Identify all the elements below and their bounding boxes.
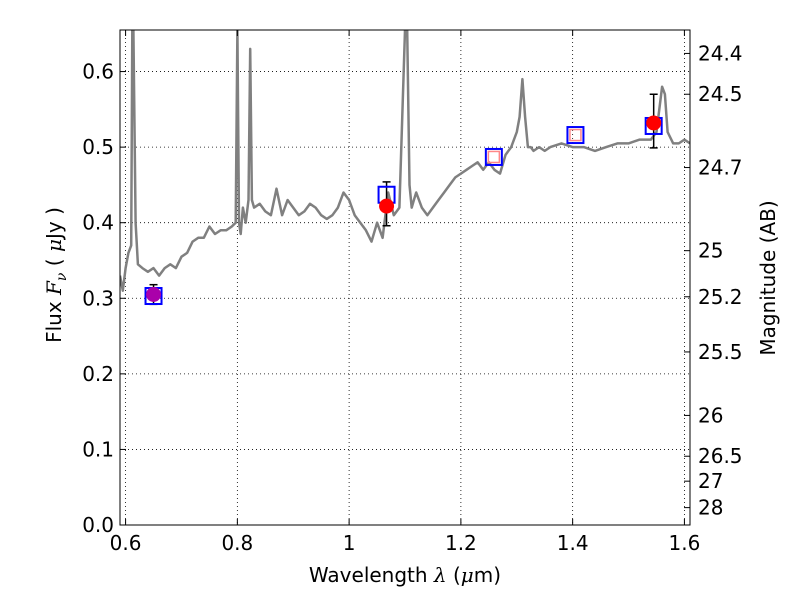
x-axis: 0.6 0.8 1 1.2 1.4 1.6 [110, 30, 701, 555]
y2-tick-label: 25.5 [698, 340, 743, 364]
plot-frame [119, 29, 691, 526]
x-axis-label: Wavelength λ (μm) [309, 563, 501, 587]
data-point-square [566, 126, 585, 145]
series-layer [120, 30, 690, 306]
y2-tick-label: 26 [698, 403, 723, 427]
data-point-circle [146, 287, 162, 303]
y-tick-label: 0.3 [82, 286, 114, 310]
y2-tick-label: 24.4 [698, 41, 743, 65]
x-tick-label: 1.6 [669, 531, 701, 555]
data-point-circle [646, 115, 662, 131]
y2-axis: 24.4 24.5 24.7 25 25.2 25.5 26 26.527 28 [684, 41, 743, 520]
y-axis-label: Flux Fν ( μJy ) [42, 207, 70, 343]
x-tick-label: 0.8 [221, 531, 253, 555]
y2-tick-label: 26.5 [698, 444, 743, 468]
spectrum-line [120, 30, 690, 292]
data-point-square [484, 147, 503, 166]
y2-tick-label: 28 [698, 496, 723, 520]
y-tick-label: 0.2 [82, 362, 114, 386]
y-tick-label: 0.0 [82, 513, 114, 537]
y-tick-label: 0.4 [82, 211, 114, 235]
y2-tick-label: 24.5 [698, 82, 743, 106]
y-tick-label: 0.6 [82, 60, 114, 84]
y-tick-label: 0.5 [82, 135, 114, 159]
data-point-circle [379, 198, 395, 214]
x-tick-label: 1.4 [557, 531, 589, 555]
y2-tick-label: 25.2 [698, 285, 743, 309]
y2-tick-label: 25 [698, 239, 723, 263]
y-tick-label: 0.1 [82, 437, 114, 461]
data-point-square [569, 128, 582, 142]
y-axis: 0.0 0.1 0.2 0.3 0.4 0.5 0.6 [82, 60, 126, 537]
x-tick-label: 1 [343, 531, 356, 555]
x-tick-label: 1.2 [445, 531, 477, 555]
y2-axis-label: Magnitude (AB) [756, 200, 780, 355]
y2-tick-label: 27 [698, 469, 723, 493]
y2-tick-label: 24.7 [698, 156, 743, 180]
x-tick-label: 0.6 [110, 531, 142, 555]
data-point-square [487, 150, 501, 164]
